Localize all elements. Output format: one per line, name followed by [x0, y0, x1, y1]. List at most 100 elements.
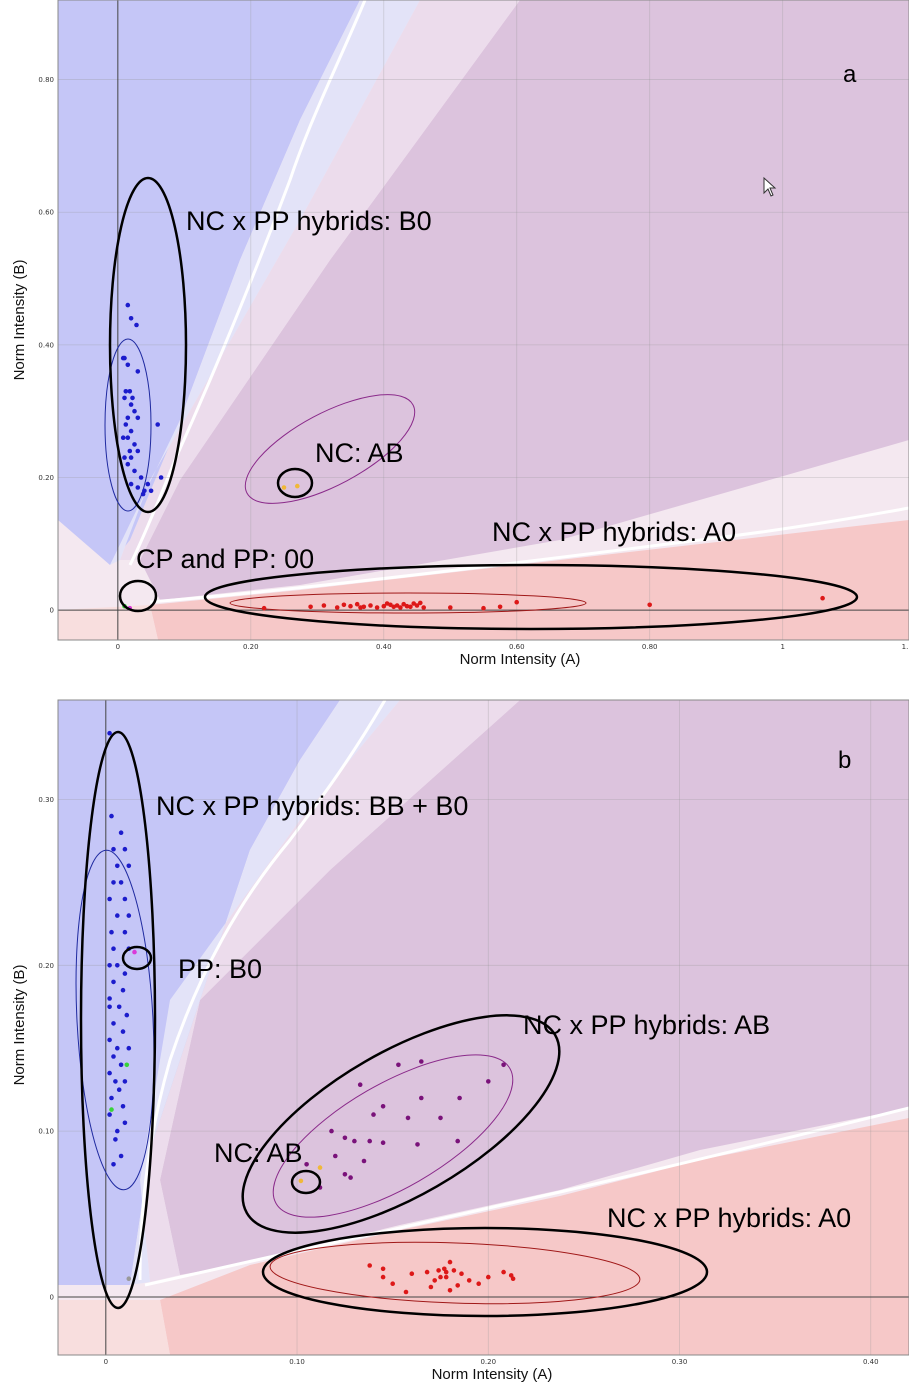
panel-a-point-b0: [125, 302, 131, 308]
panel-b-grid: [58, 700, 909, 1355]
panel-b-cluster-ellipse-b0: [75, 849, 155, 1191]
panel-b-point-b0: [122, 1120, 128, 1126]
panel-a-point-b0: [145, 481, 151, 487]
panel-a-region-ab: [140, 0, 909, 600]
panel-a-point-b0: [125, 435, 131, 441]
panel-b-point-ab: [415, 1142, 420, 1147]
panel-a-point-a0: [414, 603, 420, 608]
panel-a-grid: [58, 0, 909, 640]
panel-a-region-b0: [58, 0, 360, 565]
panel-a-point-b0: [128, 316, 134, 321]
panel-a-annot-ellipse-b0: [108, 176, 188, 514]
panel-b-point-a0: [403, 1289, 409, 1295]
panel-a-point-b0: [135, 369, 141, 374]
panel-b-annotation-bb-b0: NC x PP hybrids: BB + B0: [156, 791, 468, 821]
panel-a-point-a0: [411, 601, 417, 606]
panel-a-point-b0: [132, 408, 137, 414]
panel-b-point-b0: [111, 880, 116, 885]
panel-a-point-b0: [122, 395, 127, 401]
panel-a-point-b0: [125, 415, 131, 421]
panel-b-point-ab: [501, 1062, 506, 1068]
panel-a-annotation-00: CP and PP: 00: [136, 544, 314, 574]
panel-b-point-ab: [348, 1175, 353, 1180]
panel-b-cluster-ellipse-a0: [269, 1241, 641, 1305]
panel-b-axes: [58, 700, 909, 1355]
panel-a-cluster-ellipse-a0: [229, 592, 587, 614]
panel-a-cluster-ellipse-ab: [244, 394, 416, 504]
panel-a-y-tick-label: 0: [50, 607, 54, 615]
panel-a-tick-labels: 0 0.20 0.40 0.60 0.80 1 1. 0 0.20 0.40 0.60 0.80: [38, 76, 908, 651]
panel-a-point-b0: [123, 422, 129, 427]
panel-a-point-a0: [321, 603, 327, 608]
panel-b-region-00: [58, 1300, 170, 1355]
panel-b-point-b0: [107, 1070, 112, 1076]
panel-b-x-tick-label: 0.10: [289, 1358, 305, 1366]
panel-b-point-ab: [342, 1172, 348, 1177]
panel-a-point-a0: [647, 602, 652, 608]
panel-b-point-b0: [111, 1162, 116, 1167]
panel-b-point-b0: [122, 896, 128, 902]
panel-b-y-tick-label: 0.10: [38, 1128, 54, 1136]
panel-b-region-a0: [160, 1118, 909, 1355]
panel-a-y-tick-label: 0.60: [38, 209, 54, 217]
panel-a-point-a0: [384, 601, 390, 606]
panel-b-point-ab: [380, 1140, 386, 1145]
panel-b-point-ab: [361, 1158, 367, 1164]
panel-a-y-tick-label: 0.40: [38, 341, 54, 349]
panel-b-point-a0: [432, 1278, 438, 1283]
panel-b-point-a0: [476, 1281, 482, 1286]
panel-b-point-ab: [342, 1135, 348, 1141]
panel-b-point-a0: [380, 1274, 386, 1280]
panel-b-tick-labels: 0 0.10 0.20 0.30 0.40 0 0.10 0.20 0.30: [38, 796, 878, 1366]
panel-b-point-b0: [126, 863, 132, 869]
panel-a: a NC x PP hybrids: B0 NC: AB NC x PP hyb…: [11, 0, 909, 668]
panel-b-point-b0: [115, 963, 120, 968]
panel-b-point-b0: [107, 896, 112, 902]
panel-a-point-b0: [128, 455, 134, 460]
panel-a-point-b0: [134, 322, 139, 328]
panel-b-point-ab: [352, 1138, 357, 1144]
panel-a-annotation-b0: NC x PP hybrids: B0: [186, 206, 432, 236]
panel-b-point-a0: [447, 1288, 453, 1293]
panel-a-point-b0: [128, 428, 134, 434]
panel-b-point-b0: [107, 1112, 112, 1117]
panel-b-point-b0: [107, 730, 112, 736]
panel-b-annotation-a0: NC x PP hybrids: A0: [607, 1203, 851, 1233]
panel-a-point-a0: [381, 603, 387, 609]
panel-b-annot-ellipse-a0: [261, 1226, 709, 1318]
panel-a-point-b0: [148, 488, 154, 494]
panel-b-point-green: [109, 1107, 114, 1112]
panel-b-point-a0: [390, 1281, 396, 1286]
panel-a-region-b0-light: [110, 0, 420, 565]
panel-a-point-ab: [295, 483, 300, 489]
panel-b-point-b0: [115, 1045, 120, 1051]
panel-b-point-b0: [120, 987, 126, 993]
panel-a-x-tick-label: 0.80: [642, 643, 658, 651]
cursor-icon: [763, 176, 777, 197]
panel-b-point-a0: [501, 1269, 506, 1275]
panel-b-annot-ellipse-nc-ab: [290, 1169, 322, 1195]
panel-b-boundary-b: [138, 700, 387, 1281]
panel-a-cluster-ellipse-b0: [104, 338, 152, 512]
panel-b-point-b0: [126, 1045, 132, 1051]
panel-b-point-b0: [107, 1004, 112, 1010]
panel-b-boundary-a: [144, 1106, 909, 1287]
panel-a-x-axis-title: Norm Intensity (A): [460, 651, 581, 668]
panel-b-annotation-ab: NC x PP hybrids: AB: [523, 1010, 770, 1040]
panel-a-y-tick-label: 0.20: [38, 474, 54, 482]
panel-b-region-b0-light: [130, 700, 400, 1285]
panel-b-point-b0: [111, 946, 116, 951]
panel-a-x-tick-label: 0: [116, 643, 120, 651]
panel-b-point-ab: [455, 1138, 461, 1144]
panel-a-point-a0: [820, 595, 825, 601]
panel-a-region-ab-light: [120, 0, 520, 560]
panel-a-point-b0: [127, 389, 133, 394]
panel-a-point-b0: [140, 491, 146, 497]
panel-b-point-b0: [109, 929, 114, 935]
panel-a-point-a0: [448, 605, 453, 610]
panel-a-point-a0: [421, 605, 427, 610]
panel-b-point-a0: [459, 1271, 464, 1276]
panel-a-point-b0: [130, 395, 135, 401]
panel-b-x-tick-label: 0: [104, 1358, 108, 1366]
